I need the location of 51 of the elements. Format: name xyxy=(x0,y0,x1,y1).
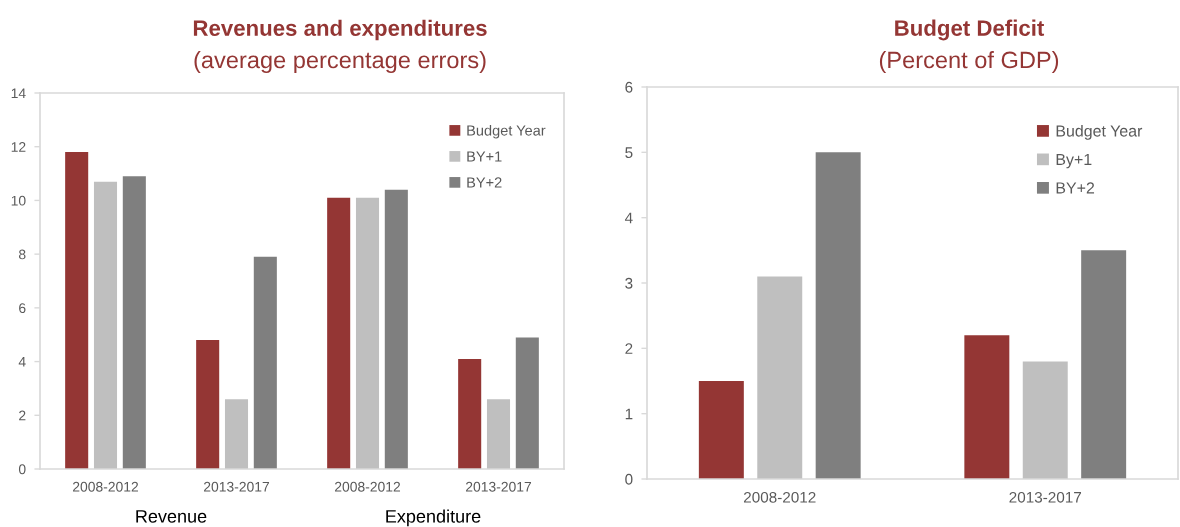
chart-title: Revenues and expenditures xyxy=(193,19,487,41)
bar xyxy=(65,152,89,469)
x-tick-label: 2013-2017 xyxy=(203,481,270,492)
y-tick-label: 1 xyxy=(625,408,633,420)
x-tick-label: 2013-2017 xyxy=(465,481,532,492)
bar xyxy=(93,181,118,469)
y-tick-label: 6 xyxy=(19,303,26,314)
bar xyxy=(486,399,511,469)
y-tick-label: 2 xyxy=(19,410,26,421)
y-tick-label: 4 xyxy=(18,357,26,367)
bar xyxy=(253,256,277,469)
y-tick-label: 2 xyxy=(625,343,633,354)
y-tick-label: 12 xyxy=(11,142,26,152)
y-tick-label: 5 xyxy=(625,147,633,159)
legend-label: BY+2 xyxy=(1056,182,1095,194)
y-tick-label: 4 xyxy=(624,212,633,224)
y-tick-label: 8 xyxy=(18,249,26,260)
text: Revenue xyxy=(136,510,207,523)
y-tick-label: 6 xyxy=(625,81,633,93)
bar xyxy=(1081,250,1127,479)
bar xyxy=(815,152,861,479)
chart-subtitle: (average percentage errors) xyxy=(194,51,486,73)
x-tick-label: 2008-2012 xyxy=(743,491,816,503)
text: Expenditure xyxy=(386,509,481,527)
bar xyxy=(698,381,744,479)
bar xyxy=(515,337,539,469)
y-tick-label: 0 xyxy=(18,464,26,475)
bar xyxy=(757,276,803,479)
y-tick-label: 0 xyxy=(625,473,633,485)
bar xyxy=(196,340,220,469)
legend-label: By+1 xyxy=(1056,153,1092,169)
x-tick-label: 2013-2017 xyxy=(1009,491,1082,503)
bar xyxy=(964,335,1010,479)
x-tick-label: 2008-2012 xyxy=(72,481,139,492)
bar xyxy=(458,358,482,469)
legend-label: BY+1 xyxy=(467,151,502,162)
bar xyxy=(122,176,146,469)
chart-subtitle: (Percent of GDP) xyxy=(879,51,1059,73)
bar xyxy=(355,197,380,469)
legend-label: Budget Year xyxy=(467,124,546,139)
y-tick-label: 3 xyxy=(625,277,633,289)
legend-label: Budget Year xyxy=(1056,124,1143,140)
bar xyxy=(224,399,249,469)
chart-title: Budget Deficit xyxy=(895,19,1045,41)
legend-label: BY+2 xyxy=(467,177,502,188)
x-tick-label: 2008-2012 xyxy=(334,481,401,492)
y-tick-label: 10 xyxy=(11,195,26,206)
bar xyxy=(1022,361,1068,479)
bar xyxy=(384,189,408,469)
bar xyxy=(327,197,351,469)
y-tick-label: 14 xyxy=(11,88,26,99)
